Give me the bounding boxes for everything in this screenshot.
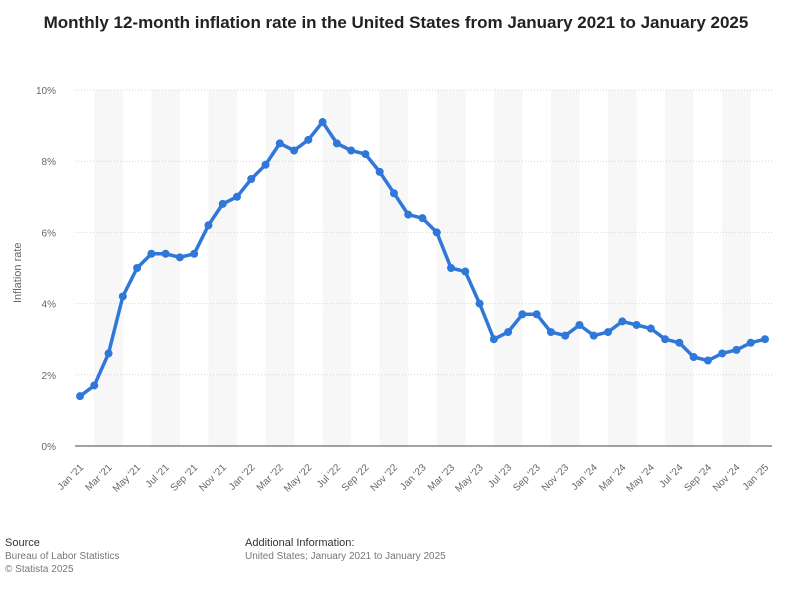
source-block: Source Bureau of Labor Statistics © Stat…	[5, 537, 120, 576]
additional-info-block: Additional Information: United States; J…	[245, 537, 446, 563]
x-tick-label: Nov '24	[711, 462, 743, 494]
data-point	[761, 335, 769, 344]
y-axis-label-text: Inflation rate	[12, 242, 24, 303]
background-band	[493, 90, 523, 446]
data-point	[746, 338, 755, 347]
data-point	[361, 150, 370, 159]
data-point	[432, 228, 441, 237]
data-point	[261, 160, 270, 169]
y-axis-label: Inflation rate	[12, 242, 32, 303]
x-tick-label: Sep '22	[340, 462, 372, 494]
data-point	[447, 264, 456, 272]
data-point	[561, 331, 570, 340]
y-tick-label: 4%	[42, 300, 57, 311]
background-band	[94, 90, 123, 446]
background-band	[151, 90, 180, 446]
x-tick-label: May '21	[111, 462, 144, 495]
data-point	[90, 381, 99, 390]
data-point	[304, 135, 313, 144]
data-point	[475, 299, 484, 308]
data-point	[518, 310, 527, 319]
y-tick-label: 2%	[42, 371, 57, 382]
data-point	[161, 249, 170, 258]
data-point	[232, 192, 241, 201]
x-tick-label: Jan '25	[741, 462, 772, 493]
background-band	[379, 90, 409, 446]
data-point	[632, 320, 641, 329]
data-point	[461, 267, 470, 276]
data-point	[133, 264, 142, 272]
background-band	[550, 90, 580, 446]
data-point	[332, 139, 341, 148]
x-tick-label: Nov '21	[197, 462, 229, 494]
x-tick-label: Mar '22	[255, 462, 286, 493]
background-band	[722, 90, 751, 446]
data-point	[104, 349, 113, 358]
data-point	[675, 338, 684, 347]
data-point	[546, 328, 555, 337]
data-point	[147, 249, 156, 258]
x-tick-label: Mar '23	[426, 462, 457, 493]
y-tick-label: 0%	[42, 442, 57, 453]
data-point	[661, 335, 670, 344]
x-tick-label: Mar '21	[84, 462, 115, 493]
data-point	[732, 345, 741, 354]
x-tick-label: Mar '24	[597, 462, 628, 493]
y-tick-label: 8%	[42, 157, 57, 168]
data-point	[575, 320, 584, 329]
data-point	[76, 392, 84, 401]
additional-info-text: United States; January 2021 to January 2…	[245, 551, 446, 562]
data-point	[703, 356, 712, 365]
x-tick-label: May '22	[282, 462, 315, 495]
data-point	[290, 146, 299, 155]
data-point	[618, 317, 627, 326]
copyright: © Statista 2025	[5, 564, 74, 575]
x-tick-label: Sep '24	[682, 462, 714, 494]
data-point	[646, 324, 655, 333]
x-tick-label: Sep '21	[169, 462, 201, 494]
data-point	[604, 328, 613, 337]
data-point	[318, 118, 327, 127]
x-tick-label: May '23	[453, 462, 486, 495]
data-point	[190, 249, 199, 258]
data-point	[389, 189, 398, 198]
x-tick-label: Jan '22	[227, 462, 258, 493]
x-tick-label: Nov '22	[369, 462, 401, 494]
data-point	[532, 310, 541, 319]
data-point	[689, 353, 698, 361]
data-point	[218, 199, 227, 208]
data-point	[504, 328, 513, 337]
x-tick-label: Jan '24	[570, 462, 601, 493]
x-tick-label: Jan '21	[56, 462, 87, 493]
data-point	[375, 167, 384, 176]
data-point	[175, 253, 184, 262]
data-point	[718, 349, 727, 358]
source-heading: Source	[5, 537, 40, 549]
data-point	[347, 146, 356, 155]
y-tick-label: 6%	[42, 228, 57, 239]
source-name: Bureau of Labor Statistics	[5, 551, 120, 562]
x-tick-label: Sep '23	[511, 462, 543, 494]
data-point	[275, 139, 284, 148]
x-tick-label: May '24	[625, 462, 658, 495]
additional-info-heading: Additional Information:	[245, 537, 355, 549]
data-point	[418, 214, 427, 223]
data-point	[489, 335, 498, 344]
chart-title: Monthly 12-month inflation rate in the U…	[43, 13, 749, 32]
x-tick-label: Jan '23	[398, 462, 429, 493]
data-point	[404, 210, 413, 219]
y-tick-label: 10%	[36, 86, 56, 97]
background-band	[665, 90, 694, 446]
data-point	[247, 175, 256, 183]
background-band	[608, 90, 637, 446]
data-point	[118, 292, 127, 301]
data-point	[204, 221, 213, 230]
data-point	[589, 331, 598, 340]
background-band	[208, 90, 237, 446]
x-tick-label: Nov '23	[540, 462, 572, 494]
